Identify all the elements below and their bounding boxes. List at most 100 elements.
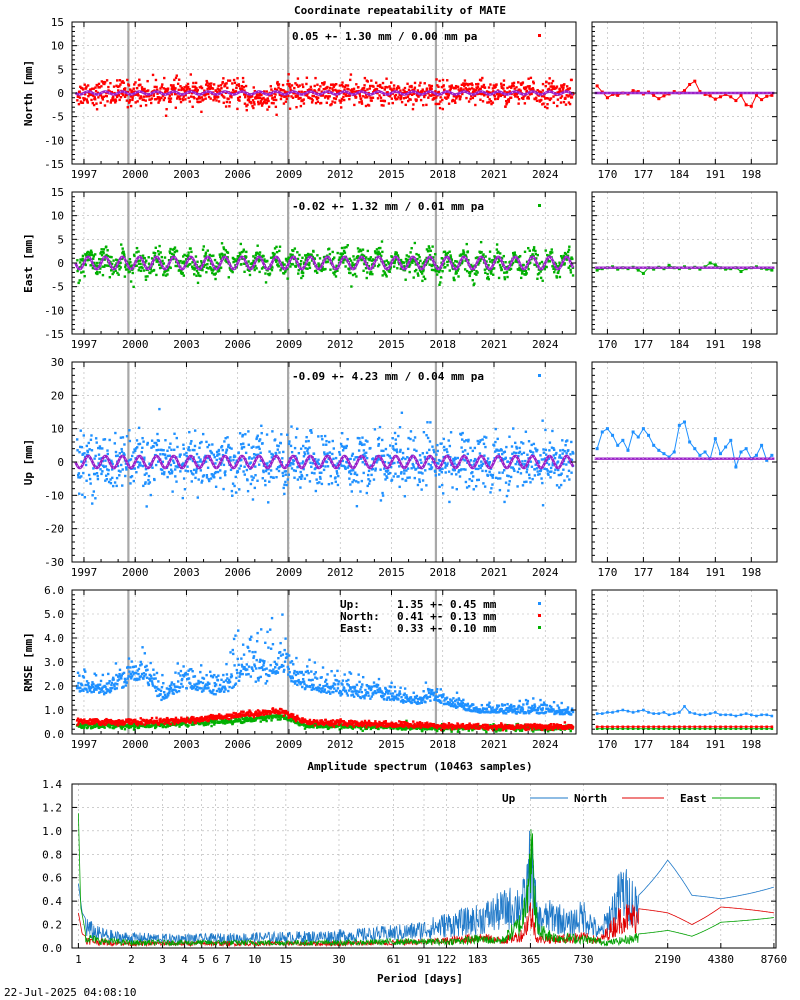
- data-point: [117, 273, 120, 276]
- data-point: [475, 269, 478, 273]
- data-point: [331, 87, 334, 90]
- seasonal-model-dots: [75, 91, 574, 95]
- data-point: [189, 247, 192, 250]
- data-point: [332, 271, 335, 275]
- data-point: [571, 274, 575, 277]
- data-point: [393, 431, 397, 435]
- data-point: [486, 101, 489, 104]
- data-point: [393, 448, 396, 452]
- data-point: [110, 255, 113, 259]
- rmse-point: [126, 724, 130, 728]
- data-point: [116, 464, 120, 468]
- data-point: [260, 93, 263, 97]
- data-point: [437, 462, 440, 465]
- data-point: [201, 268, 204, 272]
- data-point: [123, 95, 127, 99]
- data-point: [397, 86, 401, 90]
- data-point: [467, 438, 470, 442]
- data-point: [493, 95, 497, 98]
- data-point: [171, 257, 175, 261]
- data-point: [265, 433, 269, 436]
- data-point: [98, 261, 101, 265]
- data-point: [366, 271, 369, 274]
- data-point: [87, 258, 91, 262]
- data-point: [198, 265, 201, 269]
- data-point: [242, 248, 245, 251]
- data-point: [184, 94, 187, 97]
- data-point: [431, 93, 435, 96]
- data-point: [438, 283, 441, 287]
- data-point: [190, 439, 193, 443]
- data-point: [529, 450, 533, 454]
- data-point: [213, 455, 216, 459]
- data-point: [548, 441, 552, 444]
- data-point: [439, 459, 442, 463]
- data-point: [163, 453, 167, 456]
- data-point: [464, 82, 467, 85]
- data-point: [89, 253, 92, 256]
- data-point: [547, 97, 550, 100]
- data-point: [331, 439, 334, 443]
- data-point: [254, 453, 258, 457]
- data-point: [435, 96, 438, 99]
- data-point: [427, 462, 430, 466]
- data-point: [355, 275, 358, 278]
- data-point: [183, 260, 186, 263]
- data-point: [425, 256, 428, 260]
- data-point: [536, 253, 539, 257]
- data-point: [206, 466, 210, 469]
- data-point: [232, 458, 235, 462]
- data-point: [555, 85, 559, 88]
- data-point: [114, 98, 117, 101]
- data-point: [175, 249, 179, 253]
- data-point: [137, 269, 140, 272]
- data-point: [105, 245, 108, 248]
- data-point: [477, 442, 480, 445]
- data-point: [395, 448, 398, 451]
- data-point: [396, 461, 400, 464]
- data-point: [203, 255, 206, 258]
- data-point: [304, 258, 307, 261]
- data-point: [552, 448, 556, 451]
- data-point: [173, 246, 177, 249]
- data-point: [518, 467, 521, 471]
- data-point: [83, 452, 86, 455]
- data-point: [227, 445, 230, 448]
- data-point: [128, 100, 131, 103]
- data-point: [518, 450, 522, 454]
- data-point: [196, 281, 200, 285]
- data-point: [344, 258, 347, 261]
- data-point: [277, 444, 280, 448]
- data-point: [434, 90, 437, 93]
- y-tick-label: 5: [57, 63, 64, 76]
- data-point: [161, 468, 164, 472]
- data-point: [135, 86, 139, 90]
- data-point: [328, 86, 332, 90]
- data-point: [415, 98, 418, 101]
- data-point: [444, 466, 447, 469]
- data-point: [194, 267, 197, 270]
- zoom-data-point: [713, 263, 717, 267]
- zoom-data-point: [631, 89, 635, 93]
- data-point: [562, 100, 566, 104]
- data-point: [79, 445, 82, 449]
- data-point: [255, 267, 258, 270]
- data-point: [546, 103, 549, 106]
- rmse-point: [242, 717, 245, 721]
- data-point: [241, 87, 244, 90]
- data-point: [334, 275, 338, 278]
- data-point: [100, 251, 103, 254]
- data-point: [323, 451, 326, 454]
- data-point: [250, 457, 254, 460]
- data-point: [134, 449, 137, 453]
- data-point: [276, 448, 279, 451]
- zoom-data-point: [724, 92, 728, 96]
- data-point: [194, 476, 197, 480]
- data-point: [199, 100, 202, 103]
- data-point: [205, 271, 208, 274]
- data-point: [305, 94, 309, 97]
- data-point: [333, 101, 337, 104]
- data-point: [392, 87, 396, 90]
- data-point: [335, 95, 338, 98]
- data-point: [381, 274, 384, 277]
